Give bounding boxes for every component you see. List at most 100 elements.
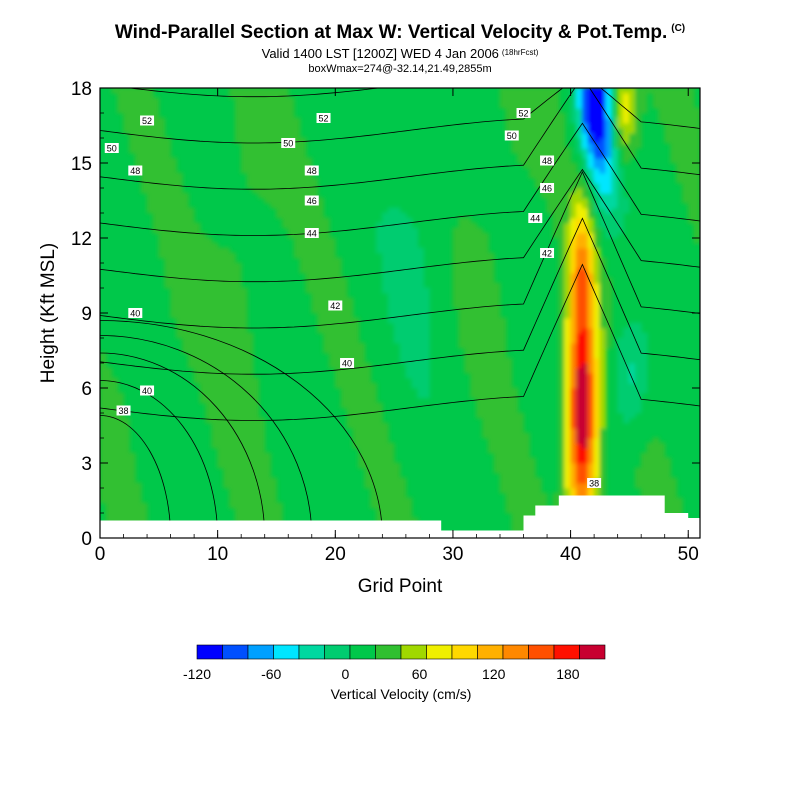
velocity-cell [399,312,407,319]
velocity-cell [628,337,636,344]
velocity-cell [599,457,607,464]
velocity-cell [687,197,695,204]
velocity-cell [617,192,624,199]
velocity-cell [476,347,483,354]
velocity-cell [687,192,695,199]
velocity-cell [393,207,401,214]
velocity-cell [246,127,254,134]
velocity-cell [240,342,248,349]
velocity-cell [223,427,230,434]
theta-label: 42 [328,300,343,311]
velocity-cell [328,262,336,269]
velocity-cell [193,317,201,324]
theta-label-bg [328,300,343,311]
velocity-cell [234,322,242,329]
velocity-cell [517,487,524,494]
velocity-cell [340,312,348,319]
velocity-cell [593,457,601,464]
velocity-cell [258,497,266,504]
velocity-cell [399,337,407,344]
velocity-cell [393,292,401,299]
velocity-cell [452,227,460,234]
velocity-cell [417,362,424,369]
velocity-cell [246,122,254,129]
velocity-cell [158,232,166,239]
velocity-cell [505,497,513,504]
velocity-cell [164,152,172,159]
velocity-cell [234,482,242,489]
velocity-cell [481,277,489,284]
velocity-cell [481,312,489,319]
velocity-cell [552,102,560,109]
velocity-cell [558,157,566,164]
velocity-cell [693,227,700,234]
velocity-cell [581,137,589,144]
velocity-cell [587,297,595,304]
velocity-cell [505,102,513,109]
velocity-cell [176,227,183,234]
velocity-cell [328,362,336,369]
velocity-cell [623,112,630,119]
velocity-cell [587,252,595,259]
velocity-cell [111,442,119,449]
velocity-cell [146,147,154,154]
velocity-cell [676,507,683,514]
velocity-cell [599,377,607,384]
velocity-cell [517,97,524,104]
velocity-cell [587,327,595,334]
velocity-cell [670,507,677,514]
theta-label-bg [587,478,602,488]
velocity-cell [593,447,601,454]
velocity-cell [346,347,354,354]
velocity-cell [493,407,501,414]
velocity-cell [123,497,130,504]
velocity-cell [334,287,342,294]
velocity-cell [593,317,601,324]
velocity-cell [399,277,407,284]
velocity-cell [476,302,483,309]
velocity-cell [240,442,248,449]
velocity-cell [499,462,507,469]
velocity-cell [652,437,660,444]
velocity-cell [534,167,542,174]
velocity-cell [134,502,142,509]
velocity-cell [499,477,507,484]
velocity-cell [617,197,624,204]
velocity-cell [258,92,266,99]
velocity-cell [381,282,389,289]
velocity-cell [340,352,348,359]
velocity-cell [470,277,477,284]
velocity-cell [117,512,124,519]
velocity-cell [411,317,419,324]
velocity-cell [687,152,695,159]
velocity-cell [152,97,160,104]
velocity-cell [346,297,354,304]
velocity-cell [558,442,566,449]
velocity-cell [611,147,619,154]
velocity-cell [293,232,301,239]
velocity-cell [558,127,566,134]
velocity-cell [634,132,642,139]
velocity-cell [105,452,113,459]
velocity-cell [164,162,172,169]
velocity-cell [223,432,230,439]
velocity-cell [170,297,177,304]
velocity-cell [364,407,372,414]
velocity-cell [599,432,607,439]
velocity-cell [634,88,642,94]
velocity-cell [505,462,513,469]
velocity-cell [281,127,289,134]
velocity-cell [376,232,383,239]
velocity-cell [258,437,266,444]
velocity-cell [470,297,477,304]
velocity-cell [181,282,189,289]
velocity-cell [293,167,301,174]
velocity-cell [211,377,219,384]
velocity-cell [305,272,313,279]
velocity-cell [193,282,201,289]
velocity-cell [193,347,201,354]
theta-label-bg [540,183,555,193]
velocity-cell [252,477,260,484]
velocity-cell [370,462,377,469]
velocity-cell [252,487,260,494]
